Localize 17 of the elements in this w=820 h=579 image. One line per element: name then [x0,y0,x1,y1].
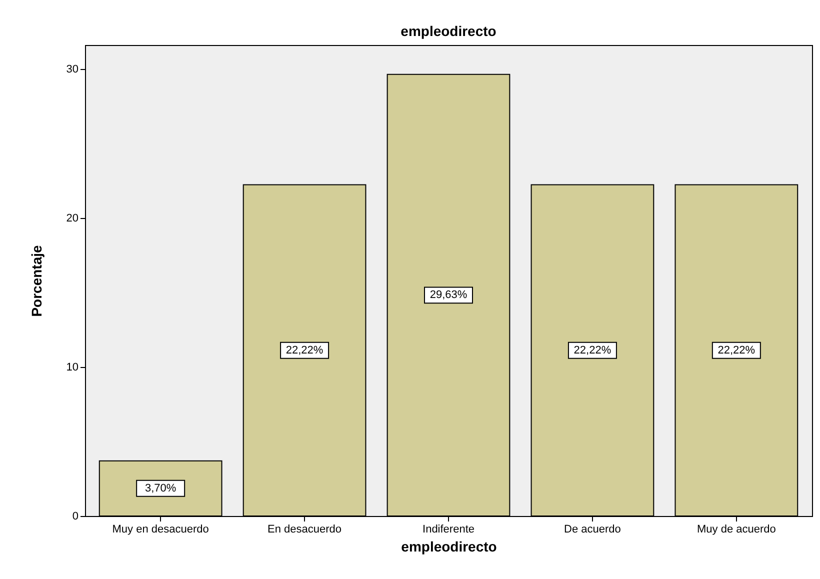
data-label: 29,63% [430,289,468,302]
x-tick-label: Muy en desacuerdo [112,524,209,536]
x-tick-label: En desacuerdo [268,524,342,536]
x-tick-label: Indiferente [422,524,474,536]
data-label: 22,22% [286,344,324,356]
chart-title: empleodirecto [400,23,496,39]
y-tick-label: 0 [72,510,78,522]
x-axis-title: empleodirecto [401,538,497,554]
y-tick-label: 10 [66,361,78,374]
y-tick-label: 30 [66,63,78,76]
y-axis-title: Porcentaje [28,244,44,317]
data-label: 22,22% [718,344,756,356]
data-label: 3,70% [144,482,176,494]
data-label: 22,22% [574,344,612,356]
x-tick-label: De acuerdo [564,524,621,536]
x-tick-label: Muy de acuerdo [696,524,776,536]
y-tick-label: 20 [66,212,78,224]
